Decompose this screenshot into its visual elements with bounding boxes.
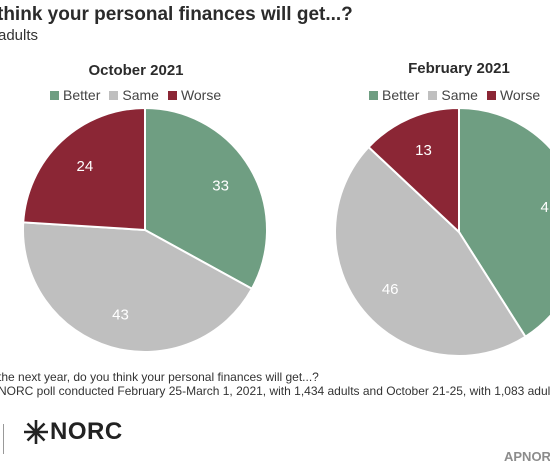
- legend-swatch-same: [109, 90, 119, 100]
- legend-item-worse: Worse: [486, 87, 541, 103]
- data-label-better: 33: [212, 177, 229, 194]
- pie-october: 33 43 24: [22, 106, 268, 353]
- legend-item-worse: Worse: [167, 87, 222, 103]
- data-label-same: 46: [382, 281, 399, 298]
- legend-label-same: Same: [441, 87, 478, 103]
- chart-title: think your personal finances will get...…: [0, 4, 353, 25]
- data-label-better: 4: [541, 199, 549, 216]
- credit-text: APNOR: [504, 449, 550, 464]
- legend-october: Better Same Worse: [50, 87, 230, 103]
- legend-label-worse: Worse: [180, 87, 222, 103]
- legend-february: Better Same Worse: [369, 87, 549, 103]
- divider: [3, 424, 4, 454]
- legend-label-worse: Worse: [499, 87, 541, 103]
- norc-logo: NORC: [22, 418, 123, 446]
- pie-slice-same: [334, 145, 527, 357]
- legend-swatch-same: [428, 90, 438, 100]
- legend-item-same: Same: [428, 87, 478, 103]
- chart-subtitle: adults: [0, 27, 39, 44]
- legend-swatch-worse: [167, 90, 177, 100]
- data-label-same: 43: [112, 306, 129, 323]
- legend-label-better: Better: [63, 87, 101, 103]
- legend-label-better: Better: [382, 87, 420, 103]
- panel-title-february: February 2021: [408, 60, 510, 77]
- star-icon: [24, 420, 48, 444]
- legend-swatch-worse: [486, 90, 496, 100]
- pie-slice-better: [144, 106, 268, 291]
- pie-slice-worse: [367, 106, 460, 235]
- data-label-worse: 13: [415, 142, 432, 159]
- legend-item-better: Better: [50, 87, 100, 103]
- legend-swatch-better: [50, 90, 59, 100]
- footnote-question: the next year, do you think your persona…: [0, 370, 319, 384]
- legend-label-same: Same: [122, 87, 159, 103]
- footnote-source: NORC poll conducted February 25-March 1,…: [0, 384, 550, 398]
- legend-item-same: Same: [109, 87, 159, 103]
- legend-item-better: Better: [369, 87, 419, 103]
- pie-slice-same: [22, 221, 254, 353]
- data-label-worse: 24: [77, 158, 94, 175]
- legend-swatch-better: [369, 90, 378, 100]
- pie-slice-worse: [22, 106, 146, 232]
- panel-title-october: October 2021: [88, 62, 184, 79]
- pie-slice-better: [458, 106, 550, 339]
- logo-text: NORC: [50, 418, 123, 445]
- pie-february: 4 46 13: [334, 106, 550, 357]
